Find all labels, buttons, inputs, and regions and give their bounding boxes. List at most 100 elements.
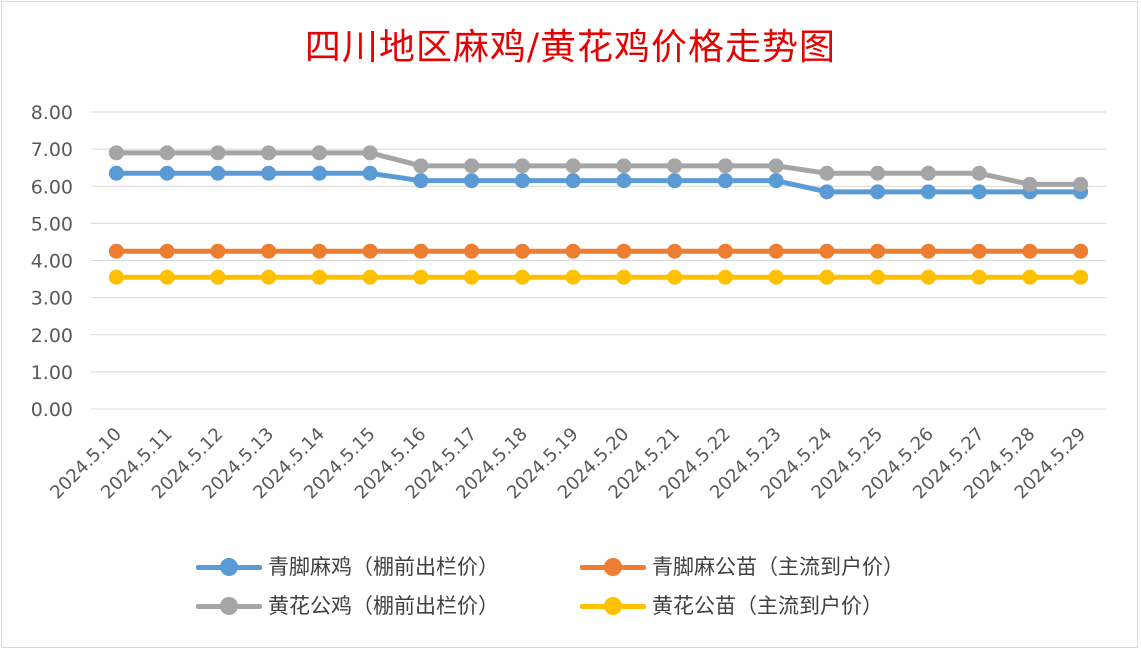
data-point-series-1 [1022, 243, 1038, 259]
legend-label: 黄花公鸡（棚前出栏价） [268, 594, 499, 618]
data-point-series-0 [717, 173, 733, 189]
data-point-series-2 [819, 165, 835, 181]
data-point-series-3 [667, 269, 683, 285]
data-point-series-2 [1073, 176, 1089, 192]
data-point-series-3 [971, 269, 987, 285]
y-tick-label: 5.00 [31, 213, 73, 235]
data-point-series-1 [362, 243, 378, 259]
data-point-series-0 [565, 173, 581, 189]
data-point-series-3 [108, 269, 124, 285]
data-point-series-0 [819, 184, 835, 200]
data-point-series-2 [1022, 176, 1038, 192]
series-line-0 [113, 170, 1084, 195]
legend-label: 青脚麻鸡（棚前出栏价） [268, 555, 499, 579]
data-point-series-0 [667, 173, 683, 189]
data-point-series-3 [362, 269, 378, 285]
data-point-series-1 [565, 243, 581, 259]
data-point-series-1 [413, 243, 429, 259]
y-tick-label: 7.00 [31, 139, 73, 161]
data-point-series-3 [768, 269, 784, 285]
data-point-series-1 [159, 243, 175, 259]
data-point-series-1 [667, 243, 683, 259]
legend-label: 青脚麻公苗（主流到户价） [652, 555, 904, 579]
data-point-series-1 [768, 243, 784, 259]
data-point-series-3 [514, 269, 530, 285]
y-axis-ticks: 0.00 1.00 2.00 3.00 4.00 5.00 6.00 7.00 8.00 [31, 102, 73, 421]
data-point-series-0 [159, 165, 175, 181]
data-point-series-3 [717, 269, 733, 285]
x-axis-ticks: 2024.5.102024.5.112024.5.122024.5.132024… [46, 424, 1090, 504]
legend-marker [220, 558, 238, 576]
data-point-series-3 [311, 269, 327, 285]
data-point-series-0 [464, 173, 480, 189]
data-point-series-2 [667, 158, 683, 174]
y-tick-label: 0.00 [31, 399, 73, 421]
data-point-series-0 [768, 173, 784, 189]
data-point-series-2 [210, 145, 226, 161]
data-point-series-2 [108, 145, 124, 161]
data-point-series-1 [108, 243, 124, 259]
data-point-series-0 [108, 165, 124, 181]
y-tick-label: 8.00 [31, 102, 73, 124]
data-point-series-1 [464, 243, 480, 259]
data-point-series-3 [159, 269, 175, 285]
data-point-series-0 [413, 173, 429, 189]
data-point-series-2 [413, 158, 429, 174]
y-tick-label: 1.00 [31, 362, 73, 384]
legend-marker [604, 558, 622, 576]
data-point-series-2 [261, 145, 277, 161]
data-point-series-0 [261, 165, 277, 181]
y-tick-label: 4.00 [31, 251, 73, 273]
data-point-series-2 [971, 165, 987, 181]
data-point-series-3 [413, 269, 429, 285]
series-line-2 [113, 150, 1084, 187]
data-point-series-2 [159, 145, 175, 161]
data-point-series-3 [464, 269, 480, 285]
legend-marker [220, 597, 238, 615]
chart-title: 四川地区麻鸡/黄花鸡价格走势图 [304, 27, 837, 68]
data-point-series-3 [819, 269, 835, 285]
data-point-series-1 [311, 243, 327, 259]
data-point-series-1 [616, 243, 632, 259]
data-point-series-2 [464, 158, 480, 174]
data-point-series-2 [362, 145, 378, 161]
data-point-series-0 [920, 184, 936, 200]
data-point-series-3 [1022, 269, 1038, 285]
data-point-series-3 [565, 269, 581, 285]
data-point-series-1 [971, 243, 987, 259]
data-point-series-2 [717, 158, 733, 174]
data-point-series-1 [1073, 243, 1089, 259]
y-tick-label: 6.00 [31, 176, 73, 198]
data-point-series-1 [819, 243, 835, 259]
data-point-series-1 [210, 243, 226, 259]
data-point-series-0 [362, 165, 378, 181]
data-point-series-2 [565, 158, 581, 174]
data-point-series-2 [870, 165, 886, 181]
y-tick-label: 3.00 [31, 288, 73, 310]
data-point-series-1 [717, 243, 733, 259]
data-point-series-1 [261, 243, 277, 259]
data-point-series-1 [870, 243, 886, 259]
data-point-series-0 [210, 165, 226, 181]
data-point-series-3 [261, 269, 277, 285]
data-point-series-3 [210, 269, 226, 285]
data-point-series-0 [311, 165, 327, 181]
data-point-series-2 [616, 158, 632, 174]
data-point-series-0 [616, 173, 632, 189]
data-point-series-3 [870, 269, 886, 285]
data-point-series-0 [971, 184, 987, 200]
data-point-series-2 [311, 145, 327, 161]
grid-lines [91, 111, 1106, 410]
data-point-series-2 [768, 158, 784, 174]
data-point-series-3 [920, 269, 936, 285]
data-point-series-1 [920, 243, 936, 259]
legend-label: 黄花公苗（主流到户价） [652, 594, 883, 618]
series-lines [113, 150, 1084, 280]
legend-marker [604, 597, 622, 615]
data-point-series-0 [870, 184, 886, 200]
data-point-series-1 [514, 243, 530, 259]
data-point-series-2 [920, 165, 936, 181]
series-points [108, 145, 1089, 285]
